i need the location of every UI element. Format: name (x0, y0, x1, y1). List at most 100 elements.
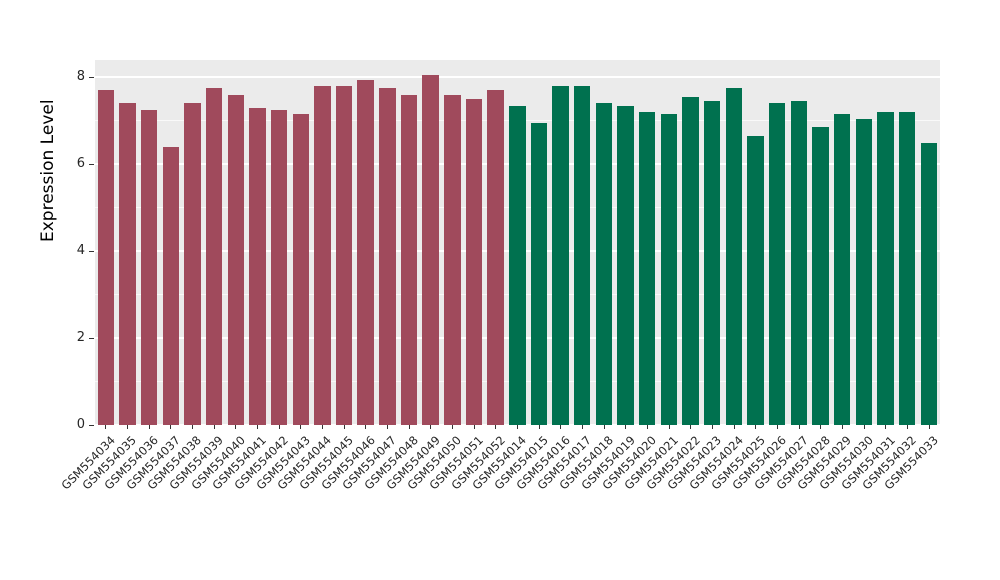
bar-slot (420, 60, 442, 425)
bar-slot (506, 60, 528, 425)
y-tick-label: 6 (76, 156, 85, 172)
bar-slot (528, 60, 550, 425)
bar-slot (333, 60, 355, 425)
x-tick-mark (842, 425, 843, 429)
bar-slot (615, 60, 637, 425)
bar-GSM554017 (574, 86, 591, 425)
bar-GSM554019 (617, 105, 634, 425)
x-tick-mark (820, 425, 822, 429)
x-tick-mark (343, 425, 345, 429)
bar-slot (117, 60, 139, 425)
bar-GSM554044 (314, 86, 331, 425)
bar-GSM554024 (725, 88, 743, 425)
x-tick-mark (798, 425, 800, 429)
y-tick-mark (89, 76, 94, 78)
y-tick-label: 4 (76, 243, 85, 259)
x-tick-mark (928, 425, 930, 429)
y-axis-title: Expression Level (38, 99, 58, 242)
bar-GSM554049 (422, 75, 439, 425)
x-tick-mark (408, 425, 410, 429)
x-tick-mark (647, 425, 648, 429)
x-tick-mark (148, 425, 150, 429)
bar-slot (896, 60, 918, 425)
x-tick-mark (192, 425, 193, 429)
bar-GSM554032 (898, 112, 916, 425)
bar-GSM554037 (162, 146, 180, 425)
x-tick-mark (430, 425, 432, 429)
bar-GSM554027 (790, 101, 808, 425)
bar-GSM554046 (357, 79, 374, 425)
bar-slot (701, 60, 723, 425)
bar-GSM554050 (444, 94, 461, 425)
bar-GSM554031 (877, 112, 894, 425)
bar-slot (658, 60, 680, 425)
bar-slot (788, 60, 810, 425)
bar-GSM554035 (119, 103, 136, 425)
bar-slot (247, 60, 269, 425)
x-tick-mark (863, 425, 865, 429)
bar-GSM554014 (509, 105, 526, 425)
bar-GSM554022 (682, 96, 699, 425)
bar-GSM554015 (530, 123, 548, 425)
bar-GSM554034 (97, 90, 115, 425)
bar-slot (593, 60, 615, 425)
bar-GSM554047 (379, 88, 396, 425)
bar-slot (766, 60, 788, 425)
bar-GSM554038 (184, 103, 201, 425)
bar-slot (312, 60, 334, 425)
bar-GSM554020 (639, 112, 656, 425)
x-tick-mark (755, 425, 757, 429)
bar-slot (810, 60, 832, 425)
x-tick-mark (365, 425, 367, 429)
bar-slot (745, 60, 767, 425)
x-tick-mark (257, 425, 258, 429)
bar-slot (138, 60, 160, 425)
bar-GSM554042 (270, 109, 288, 425)
bar-GSM554033 (920, 142, 937, 425)
y-tick-label: 0 (76, 417, 85, 432)
x-tick-mark (517, 425, 518, 429)
bar-slot (355, 60, 377, 425)
bar-slot (182, 60, 204, 425)
x-tick-mark (322, 425, 323, 429)
bar-slot (160, 60, 182, 425)
bar-GSM554040 (227, 94, 244, 425)
y-tick-label: 2 (76, 330, 85, 346)
bar-slot (680, 60, 702, 425)
y-tick-label: 8 (76, 69, 85, 85)
x-tick-mark (733, 425, 735, 429)
bar-slot (225, 60, 247, 425)
bar-slot (463, 60, 485, 425)
x-tick-mark (582, 425, 583, 429)
bar-slot (723, 60, 745, 425)
bar-slot (875, 60, 897, 425)
gridline-major (95, 76, 940, 79)
x-tick-mark (387, 425, 388, 429)
bar-slot (918, 60, 940, 425)
x-tick-mark (625, 425, 627, 429)
bar-slot (398, 60, 420, 425)
x-tick-mark (603, 425, 605, 429)
y-tick-mark (89, 163, 94, 165)
bar-slot (636, 60, 658, 425)
x-tick-mark (712, 425, 713, 429)
bar-GSM554028 (812, 127, 829, 425)
bar-GSM554026 (768, 103, 786, 425)
bar-GSM554048 (400, 94, 418, 425)
bar-GSM554039 (205, 88, 223, 425)
bar-slot (203, 60, 225, 425)
x-tick-mark (127, 425, 128, 429)
bar-GSM554018 (595, 103, 613, 425)
bar-slot (831, 60, 853, 425)
x-tick-mark (213, 425, 215, 429)
x-tick-mark (538, 425, 540, 429)
x-tick-mark (690, 425, 692, 429)
x-tick-mark (278, 425, 280, 429)
bar-slot (268, 60, 290, 425)
bar-GSM554030 (855, 118, 873, 425)
bar-GSM554045 (335, 86, 353, 425)
x-tick-mark (170, 425, 172, 429)
bar-slot (442, 60, 464, 425)
x-tick-mark (105, 425, 107, 429)
